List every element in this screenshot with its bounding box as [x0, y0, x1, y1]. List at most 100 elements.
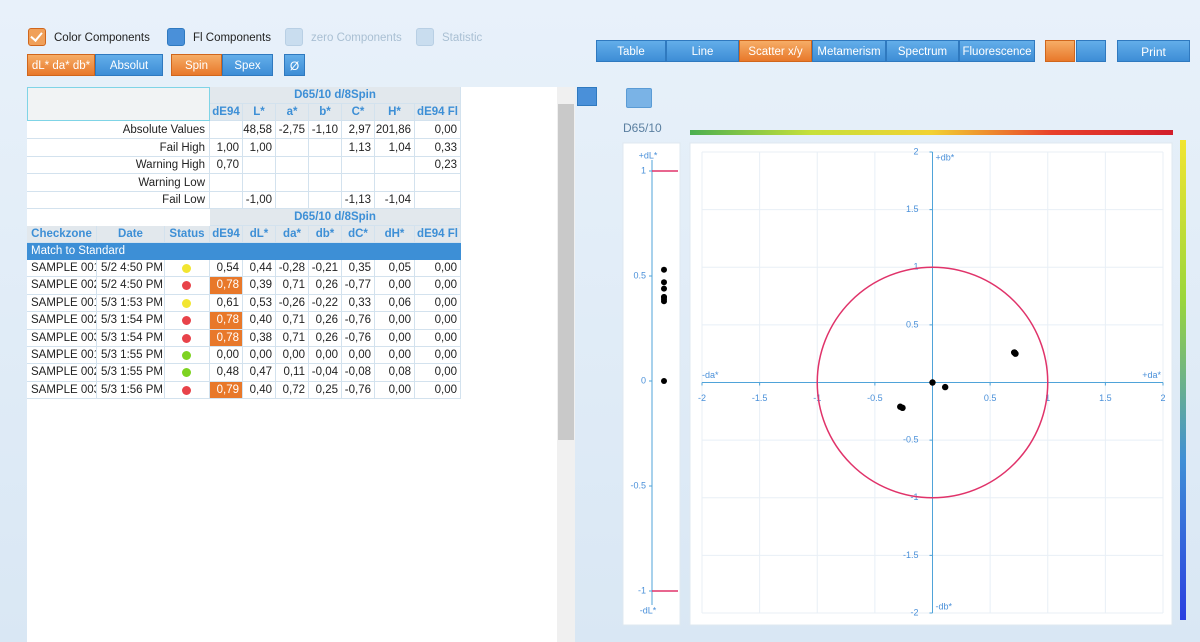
toggle-button[interactable]: Fluorescence [959, 40, 1035, 62]
date-cell[interactable]: 5/3 1:56 PM [97, 381, 165, 400]
limit-cell: 1,00 [210, 139, 243, 157]
layout-button[interactable] [1076, 40, 1106, 62]
print-button[interactable]: Print [1117, 40, 1190, 62]
value-cell[interactable]: 0,00 [415, 381, 461, 400]
value-cell[interactable]: -0,26 [276, 294, 309, 313]
value-cell[interactable]: 0,08 [375, 364, 415, 382]
limit-label: Warning Low [27, 174, 210, 192]
value-cell[interactable]: 0,00 [375, 381, 415, 400]
value-cell[interactable]: 0,79 [210, 381, 243, 400]
column-header: Status [165, 226, 210, 243]
checkbox[interactable] [28, 28, 46, 46]
value-cell[interactable]: 0,00 [375, 277, 415, 295]
value-cell[interactable]: 0,61 [210, 294, 243, 313]
value-cell[interactable]: 0,00 [210, 347, 243, 365]
value-cell[interactable]: -0,77 [342, 277, 375, 295]
value-cell[interactable]: 0,26 [309, 277, 342, 295]
value-cell[interactable]: 0,71 [276, 312, 309, 330]
toggle-button[interactable]: Spin [171, 54, 222, 76]
value-cell[interactable]: 0,26 [309, 329, 342, 347]
value-cell[interactable]: 0,00 [415, 260, 461, 278]
value-cell[interactable]: 0,35 [342, 260, 375, 278]
value-cell[interactable]: 0,00 [375, 347, 415, 365]
date-cell[interactable]: 5/3 1:54 PM [97, 329, 165, 347]
date-cell[interactable]: 5/2 4:50 PM [97, 260, 165, 278]
toggle-button[interactable]: Spectrum [886, 40, 959, 62]
value-cell[interactable]: -0,21 [309, 260, 342, 278]
value-cell[interactable]: -0,22 [309, 294, 342, 313]
value-cell[interactable]: 0,00 [415, 329, 461, 347]
value-cell[interactable]: -0,08 [342, 364, 375, 382]
column-header: Checkzone [27, 226, 97, 243]
value-cell[interactable]: 0,39 [243, 277, 276, 295]
value-cell[interactable]: 0,78 [210, 329, 243, 347]
limit-cell [415, 192, 461, 209]
value-cell[interactable]: 0,00 [309, 347, 342, 365]
value-cell[interactable]: -0,04 [309, 364, 342, 382]
value-cell[interactable]: 0,33 [342, 294, 375, 313]
value-cell[interactable]: 0,00 [342, 347, 375, 365]
checkzone-cell[interactable]: SAMPLE 002 [27, 277, 97, 295]
value-cell[interactable]: -0,76 [342, 312, 375, 330]
value-cell[interactable]: 0,11 [276, 364, 309, 382]
value-cell[interactable]: 0,05 [375, 260, 415, 278]
checkbox[interactable] [416, 28, 434, 46]
value-cell[interactable]: 0,78 [210, 277, 243, 295]
value-cell[interactable]: 0,06 [375, 294, 415, 313]
value-cell[interactable]: 0,00 [276, 347, 309, 365]
value-cell[interactable]: -0,76 [342, 329, 375, 347]
value-cell[interactable]: 0,53 [243, 294, 276, 313]
value-cell[interactable]: 0,72 [276, 381, 309, 400]
checkzone-cell[interactable]: SAMPLE 001 [27, 260, 97, 278]
date-cell[interactable]: 5/3 1:55 PM [97, 364, 165, 382]
value-cell[interactable]: 0,44 [243, 260, 276, 278]
toggle-button[interactable]: Spex [222, 54, 273, 76]
value-cell[interactable]: 0,54 [210, 260, 243, 278]
toggle-button[interactable]: Table [596, 40, 666, 62]
value-cell[interactable]: 0,48 [210, 364, 243, 382]
value-cell[interactable]: 0,00 [415, 294, 461, 313]
toggle-button[interactable]: dL* da* db* [27, 54, 95, 76]
value-cell[interactable]: 0,00 [375, 329, 415, 347]
value-cell[interactable]: 0,47 [243, 364, 276, 382]
toggle-button[interactable]: Scatter x/y [739, 40, 812, 62]
status-dot [182, 316, 191, 326]
value-cell[interactable]: 0,00 [415, 364, 461, 382]
date-cell[interactable]: 5/3 1:54 PM [97, 312, 165, 330]
toggle-button[interactable]: Metamerism [812, 40, 886, 62]
value-cell[interactable]: 0,25 [309, 381, 342, 400]
clear-button[interactable]: Ø [284, 54, 305, 76]
toggle-button[interactable]: Line [666, 40, 739, 62]
magnifier-button[interactable] [626, 88, 652, 108]
checkzone-cell[interactable]: SAMPLE 002 [27, 364, 97, 382]
checkbox[interactable] [167, 28, 185, 46]
date-cell[interactable]: 5/2 4:50 PM [97, 277, 165, 295]
layout-button[interactable] [1045, 40, 1075, 62]
value-cell[interactable]: 0,78 [210, 312, 243, 330]
value-cell[interactable]: 0,00 [375, 312, 415, 330]
value-cell[interactable]: 0,40 [243, 381, 276, 400]
checkzone-cell[interactable]: SAMPLE 003 [27, 329, 97, 347]
dropdown-button[interactable] [577, 87, 597, 106]
checkzone-cell[interactable]: SAMPLE 001 [27, 347, 97, 365]
date-cell[interactable]: 5/3 1:55 PM [97, 347, 165, 365]
date-cell[interactable]: 5/3 1:53 PM [97, 294, 165, 313]
column-header: C* [342, 104, 375, 121]
value-cell[interactable]: 0,40 [243, 312, 276, 330]
checkzone-cell[interactable]: SAMPLE 003 [27, 381, 97, 400]
checkzone-cell[interactable]: SAMPLE 001 [27, 294, 97, 313]
value-cell[interactable]: 0,71 [276, 277, 309, 295]
checkbox[interactable] [285, 28, 303, 46]
value-cell[interactable]: 0,00 [415, 277, 461, 295]
value-cell[interactable]: 0,00 [243, 347, 276, 365]
value-cell[interactable]: -0,76 [342, 381, 375, 400]
scrollbar-thumb[interactable] [558, 104, 574, 440]
value-cell[interactable]: 0,38 [243, 329, 276, 347]
value-cell[interactable]: -0,28 [276, 260, 309, 278]
value-cell[interactable]: 0,26 [309, 312, 342, 330]
checkzone-cell[interactable]: SAMPLE 002 [27, 312, 97, 330]
value-cell[interactable]: 0,71 [276, 329, 309, 347]
value-cell[interactable]: 0,00 [415, 347, 461, 365]
value-cell[interactable]: 0,00 [415, 312, 461, 330]
toggle-button[interactable]: Absolut [95, 54, 163, 76]
